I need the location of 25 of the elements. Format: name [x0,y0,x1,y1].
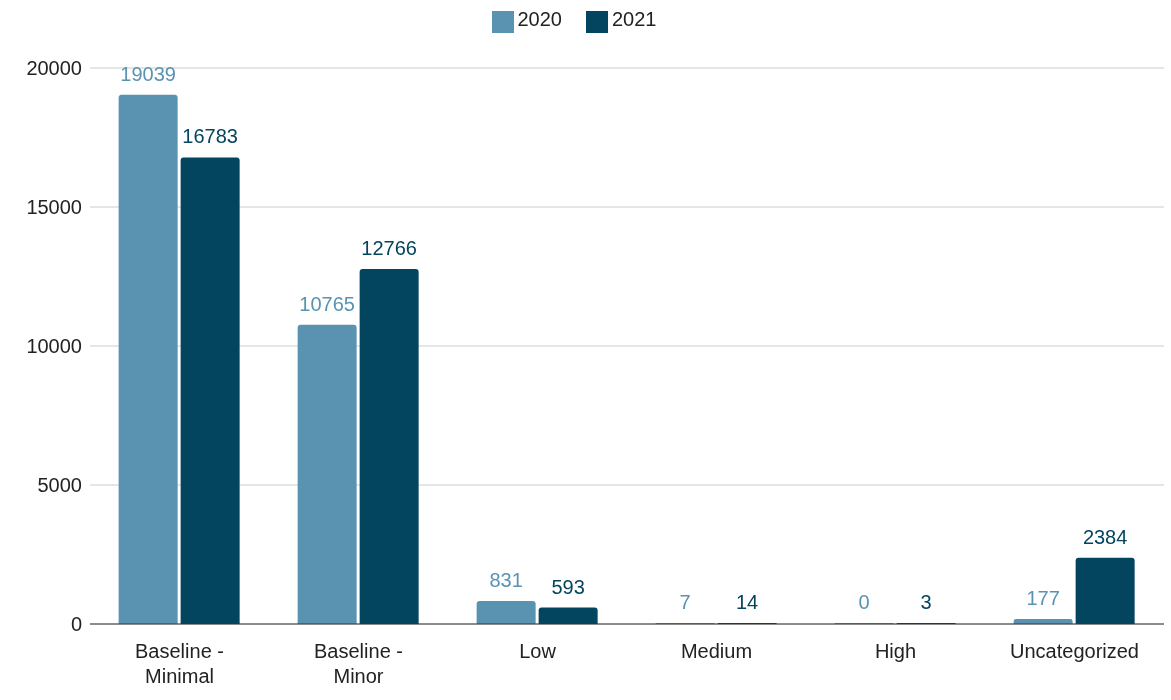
legend-label: 2021 [612,8,657,30]
data-label: 19039 [120,62,176,85]
data-label: 10765 [299,292,355,315]
y-tick-label: 15000 [26,196,82,219]
data-label: 7 [679,591,691,613]
x-tick-label: Low [519,640,557,662]
x-tick-label: Baseline - Minor [314,640,403,687]
data-label: 16783 [182,125,238,148]
data-label: 831 [489,568,523,591]
y-tick-label: 5000 [37,474,82,497]
data-label: 3 [920,591,932,613]
data-label: 0 [858,591,870,613]
data-label: 177 [1026,587,1060,610]
y-tick-label: 0 [70,613,82,636]
x-tick-label: Uncategorized [1010,640,1139,662]
data-label: 12766 [361,237,417,260]
data-label: 593 [551,575,585,598]
y-tick-label: 10000 [26,335,82,358]
x-tick-label: Medium [680,640,753,662]
data-label: 14 [736,591,759,613]
x-tick-label: High [874,640,917,662]
x-tick-label: Baseline - Minimal [135,640,224,687]
legend-label: 2020 [517,8,562,30]
data-label: 2384 [1082,525,1128,548]
y-tick-label: 20000 [26,57,82,80]
